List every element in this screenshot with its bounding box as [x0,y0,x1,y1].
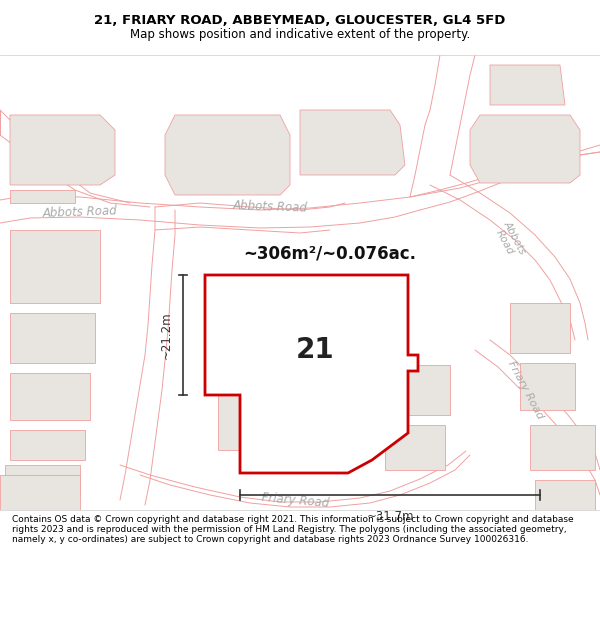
Polygon shape [520,363,575,410]
Polygon shape [470,115,580,183]
Polygon shape [10,230,100,303]
Text: Friary Road: Friary Road [260,491,329,509]
Text: 21, FRIARY ROAD, ABBEYMEAD, GLOUCESTER, GL4 5FD: 21, FRIARY ROAD, ABBEYMEAD, GLOUCESTER, … [94,14,506,27]
Polygon shape [385,425,445,470]
Polygon shape [535,480,595,510]
Polygon shape [10,115,115,185]
Polygon shape [300,110,405,175]
Text: Map shows position and indicative extent of the property.: Map shows position and indicative extent… [130,28,470,41]
Polygon shape [10,373,90,420]
Text: Abbots Road: Abbots Road [232,199,308,215]
Polygon shape [10,313,95,363]
Polygon shape [380,365,450,415]
Polygon shape [10,430,85,460]
Text: Abbots Road: Abbots Road [43,204,118,220]
Text: 21: 21 [296,336,334,364]
Polygon shape [530,425,595,470]
Text: ~21.2m: ~21.2m [160,311,173,359]
Polygon shape [205,275,418,473]
Polygon shape [218,395,350,450]
Text: Friary Road: Friary Road [506,359,544,421]
Polygon shape [490,65,565,105]
Polygon shape [510,303,570,353]
Text: Abbots
Road: Abbots Road [492,219,528,261]
Polygon shape [10,190,75,203]
Text: ~306m²/~0.076ac.: ~306m²/~0.076ac. [244,244,416,262]
Polygon shape [0,475,80,510]
Polygon shape [165,115,290,195]
Polygon shape [5,465,80,495]
Text: ~31.7m: ~31.7m [366,510,414,523]
Text: Contains OS data © Crown copyright and database right 2021. This information is : Contains OS data © Crown copyright and d… [12,514,574,544]
